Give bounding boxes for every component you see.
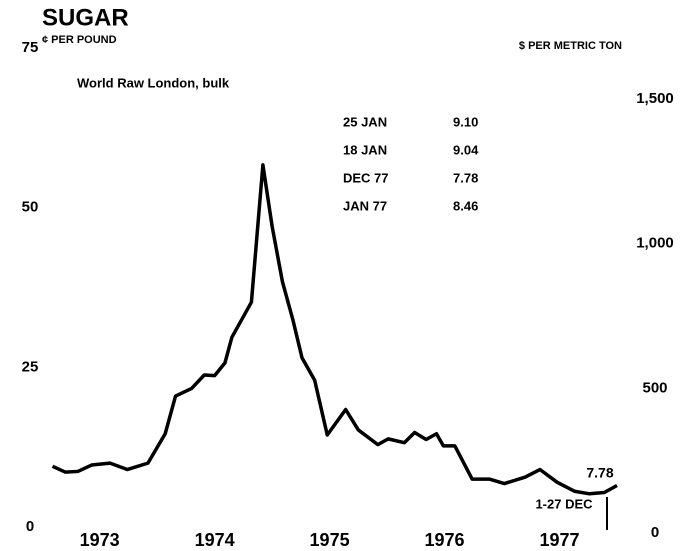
table-price: 8.46 — [453, 198, 478, 213]
y2-tick-label: 1,000 — [636, 235, 674, 252]
y2-axis-label: $ PER METRIC TON — [519, 40, 622, 52]
x-tick-label: 1975 — [310, 530, 350, 550]
y-tick-label: 0 — [26, 518, 34, 535]
series-label: World Raw London, bulk — [77, 75, 230, 90]
table-price: 7.78 — [453, 170, 478, 185]
table-date: 18 JAN — [343, 142, 387, 157]
table-price: 9.10 — [453, 114, 478, 129]
table-date: JAN 77 — [343, 198, 387, 213]
table-price: 9.04 — [453, 142, 479, 157]
y-tick-label: 50 — [22, 199, 39, 216]
end-period-label: 1-27 DEC — [535, 496, 593, 511]
y-tick-label: 25 — [22, 358, 39, 375]
y2-tick-label: 1,500 — [636, 90, 674, 107]
x-tick-label: 1976 — [425, 530, 465, 550]
end-value-label: 7.78 — [586, 465, 613, 481]
price-line — [51, 163, 618, 496]
y2-tick-label: 0 — [651, 524, 659, 541]
x-tick-label: 1974 — [195, 530, 235, 550]
table-date: DEC 77 — [343, 170, 389, 185]
y2-tick-label: 500 — [642, 379, 667, 396]
chart-title: SUGAR — [42, 4, 129, 31]
x-tick-label: 1973 — [80, 530, 120, 550]
y-tick-label: 75 — [22, 39, 39, 56]
y-axis-label: ¢ PER POUND — [42, 34, 117, 46]
table-date: 25 JAN — [343, 114, 387, 129]
x-tick-label: 1977 — [539, 530, 579, 550]
